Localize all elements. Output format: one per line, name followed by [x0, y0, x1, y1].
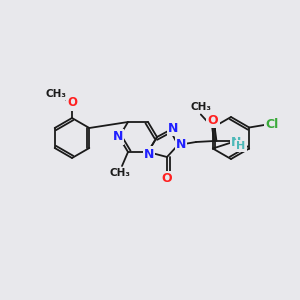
Text: N: N [231, 136, 241, 148]
Text: N: N [113, 130, 123, 143]
Text: N: N [176, 139, 186, 152]
Text: CH₃: CH₃ [46, 89, 67, 99]
Text: N: N [144, 148, 154, 160]
Text: H: H [236, 141, 246, 151]
Text: O: O [67, 97, 77, 110]
Text: O: O [162, 172, 172, 185]
Text: O: O [208, 113, 218, 127]
Text: CH₃: CH₃ [190, 101, 211, 112]
Text: N: N [168, 122, 178, 134]
Text: CH₃: CH₃ [110, 168, 130, 178]
Text: Cl: Cl [266, 118, 279, 131]
